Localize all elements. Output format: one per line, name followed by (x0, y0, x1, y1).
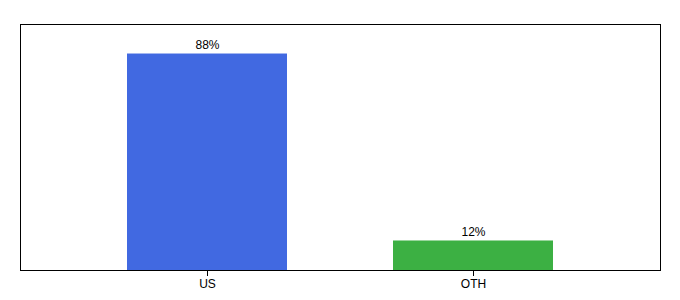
svg-text:88%: 88% (195, 38, 219, 52)
svg-text:12%: 12% (461, 225, 485, 239)
svg-text:OTH: OTH (461, 277, 486, 291)
svg-text:US: US (199, 277, 216, 291)
